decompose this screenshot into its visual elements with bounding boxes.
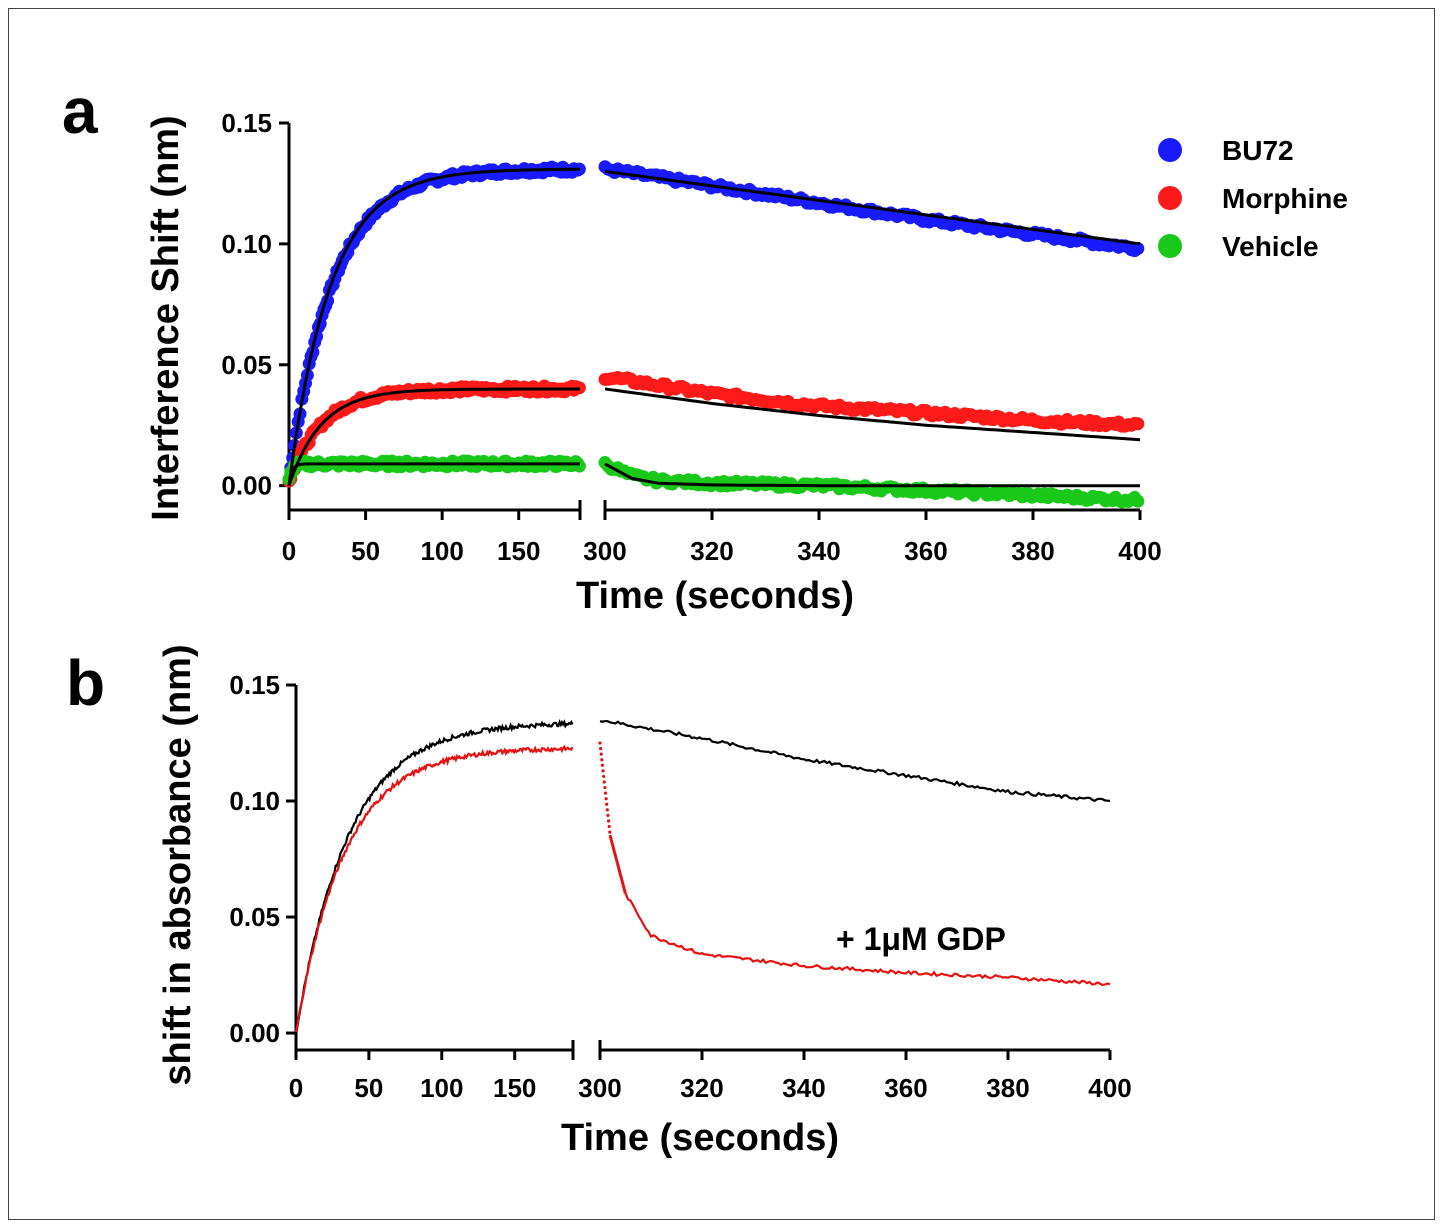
- fit-curve-association-morphine: [287, 387, 580, 487]
- gdp-trace-dissociation-point: [607, 824, 611, 829]
- gdp-trace-dissociation-point: [606, 813, 610, 817]
- data-point-vehicle: [1131, 494, 1145, 508]
- legend-label-vehicle: Vehicle: [1222, 231, 1319, 262]
- b-y-tick-label: 0.10: [229, 786, 280, 816]
- figure-frame: [8, 8, 1435, 1220]
- panel-b: b shift in absorbance (nm) Time (seconds…: [66, 644, 1132, 1159]
- a-x-tick-label: 100: [420, 536, 463, 566]
- control-trace-association: [294, 719, 574, 1035]
- gdp-trace-association: [294, 744, 574, 1033]
- legend-marker-bu72: [1158, 138, 1182, 162]
- panel-b-y-axis-title: shift in absorbance (nm): [157, 644, 199, 1085]
- fit-curve-dissociation-morphine: [604, 387, 1141, 442]
- gdp-trace-dissociation-point: [604, 797, 608, 801]
- a-x-tick-label: 360: [904, 536, 947, 566]
- b-x-tick-label: 320: [680, 1073, 723, 1103]
- a-x-tick-label: 320: [690, 536, 733, 566]
- panel-a-y-axis-title: Interference Shift (nm): [145, 115, 187, 520]
- a-y-tick-label: 0.10: [221, 229, 272, 259]
- b-y-tick-label: 0.15: [229, 670, 280, 700]
- b-y-tick-label: 0.00: [229, 1018, 280, 1048]
- b-x-tick-label: 0: [289, 1073, 303, 1103]
- panel-a-letter: a: [62, 75, 98, 147]
- a-y-tick-label: 0.00: [221, 471, 272, 501]
- control-trace-dissociation: [599, 719, 1111, 803]
- b-x-tick-label: 380: [986, 1073, 1029, 1103]
- a-x-tick-label: 50: [351, 536, 380, 566]
- gdp-trace-dissociation-point: [605, 808, 609, 812]
- b-x-tick-label: 50: [354, 1073, 383, 1103]
- panel-a: a Interference Shift (nm) Time (seconds)…: [62, 75, 1348, 617]
- gdp-trace-dissociation: [624, 892, 1111, 987]
- b-y-tick-label: 0.05: [229, 902, 280, 932]
- panel-b-letter: b: [66, 647, 105, 719]
- legend-label-bu72: BU72: [1222, 135, 1294, 166]
- gdp-trace-dissociation-point: [600, 758, 604, 762]
- gdp-trace-dissociation-point: [602, 774, 606, 779]
- fit-curve-dissociation-vehicle: [604, 462, 1140, 488]
- panel-a-x-axis-title: Time (seconds): [576, 575, 854, 617]
- gdp-trace-dissociation-point: [606, 819, 611, 823]
- panel-b-axes: 0.00 0.05 0.10 0.15 0 50 100 150 300 320 340 360 380…: [229, 670, 1131, 1103]
- legend-marker-morphine: [1158, 186, 1182, 210]
- panel-b-x-axis-title: Time (seconds): [561, 1117, 839, 1159]
- panel-a-legend: BU72 Morphine Vehicle: [1158, 135, 1348, 262]
- gdp-trace-dissociation-point: [599, 752, 603, 756]
- b-x-tick-label: 150: [493, 1073, 536, 1103]
- gdp-trace-dissociation-point: [608, 830, 612, 834]
- legend-marker-vehicle: [1158, 234, 1182, 258]
- gdp-trace-dissociation-point: [599, 746, 603, 751]
- data-point-bu72: [1131, 241, 1145, 255]
- gdp-trace-dissociation-point: [600, 763, 605, 767]
- b-x-tick-label: 340: [782, 1073, 825, 1103]
- a-x-tick-label: 400: [1118, 536, 1161, 566]
- data-point-morphine: [1131, 417, 1145, 431]
- gdp-trace-dissociation-point: [598, 741, 602, 745]
- fit-curve-association-vehicle: [287, 462, 580, 486]
- gdp-trace-dissociation-point: [603, 785, 607, 790]
- a-x-tick-label: 380: [1011, 536, 1054, 566]
- a-y-tick-label: 0.05: [221, 350, 272, 380]
- gdp-trace-dissociation-point: [601, 769, 605, 773]
- fit-curve-dissociation-bu72: [604, 169, 1141, 246]
- a-x-tick-label: 150: [497, 536, 540, 566]
- b-x-tick-label: 360: [884, 1073, 927, 1103]
- a-x-tick-label: 0: [282, 536, 296, 566]
- gdp-trace-dissociation-point: [605, 802, 609, 806]
- b-x-tick-label: 300: [578, 1073, 621, 1103]
- b-x-tick-label: 400: [1088, 1073, 1131, 1103]
- b-x-tick-label: 100: [420, 1073, 463, 1103]
- gdp-trace-dissociation-point: [603, 791, 608, 795]
- a-x-tick-label: 340: [797, 536, 840, 566]
- data-point-vehicle: [572, 459, 586, 473]
- gdp-annotation: + 1μM GDP: [836, 921, 1006, 957]
- gdp-trace-dissociation-point: [602, 780, 606, 784]
- panel-b-plot-area: [294, 719, 1111, 1035]
- a-y-tick-label: 0.15: [221, 108, 272, 138]
- a-x-tick-label: 300: [583, 536, 626, 566]
- legend-label-morphine: Morphine: [1222, 183, 1348, 214]
- panel-a-plot-area: [282, 160, 1145, 509]
- fit-curve-association-bu72: [287, 167, 580, 486]
